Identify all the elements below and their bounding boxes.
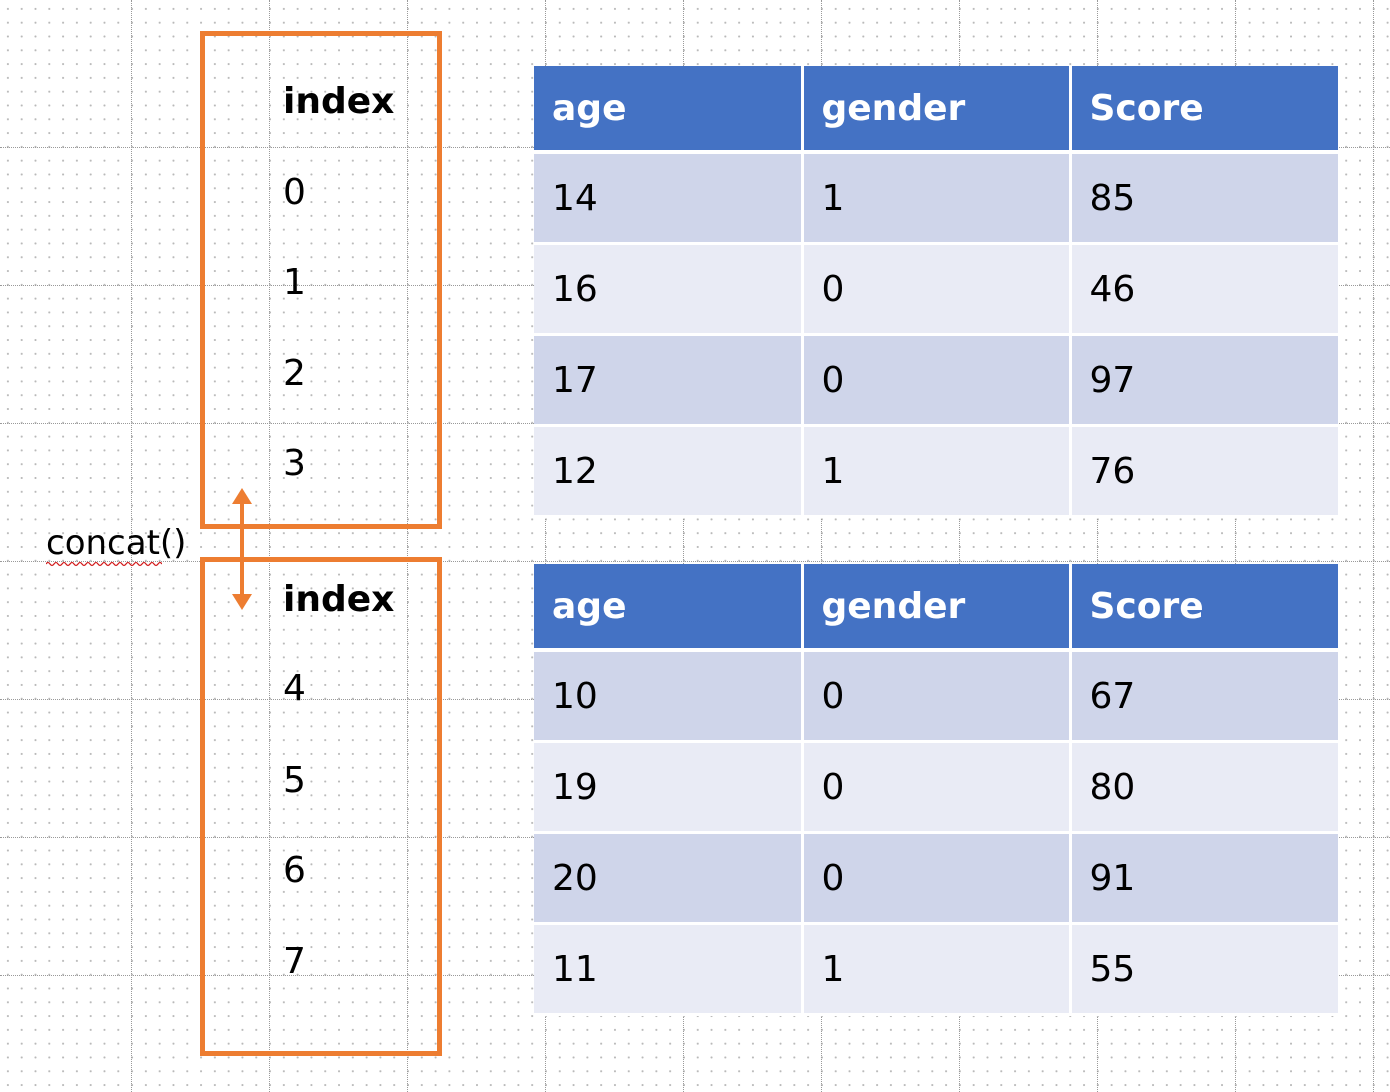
table-row: 12 1 76 — [534, 425, 1338, 518]
table-cell: 16 — [534, 243, 804, 336]
column-header-gender: gender — [802, 66, 1072, 154]
top-index-box — [200, 31, 442, 529]
guide-line-vertical — [683, 0, 684, 1092]
table-cell: 20 — [534, 832, 804, 925]
table-cell: 0 — [802, 741, 1072, 834]
table-cell: 19 — [534, 741, 804, 834]
bottom-index-value: 5 — [283, 760, 306, 801]
table-cell: 80 — [1070, 741, 1338, 834]
bottom-index-value: 7 — [283, 941, 306, 982]
table-cell: 0 — [802, 650, 1072, 743]
table-row: 20 0 91 — [534, 832, 1338, 925]
guide-line-vertical — [821, 0, 822, 1092]
guide-line-vertical — [269, 0, 270, 1092]
guide-line-vertical — [131, 0, 132, 1092]
guide-line-vertical — [1235, 0, 1236, 1092]
guide-line-vertical — [959, 0, 960, 1092]
column-header-age: age — [534, 564, 804, 652]
table-row: 11 1 55 — [534, 923, 1338, 1016]
table-row: 17 0 97 — [534, 334, 1338, 427]
guide-line-vertical — [407, 0, 408, 1092]
table-row: 14 1 85 — [534, 152, 1338, 245]
column-header-gender: gender — [802, 564, 1072, 652]
bottom-data-table: age gender Score 10 0 67 19 0 80 20 0 91… — [534, 564, 1338, 1016]
table-row: 16 0 46 — [534, 243, 1338, 336]
table-cell: 1 — [802, 152, 1072, 245]
column-header-score: Score — [1070, 564, 1338, 652]
table-cell: 55 — [1070, 923, 1338, 1016]
column-header-score: Score — [1070, 66, 1338, 154]
guide-line-vertical — [1097, 0, 1098, 1092]
table-cell: 67 — [1070, 650, 1338, 743]
top-index-value: 0 — [283, 172, 306, 213]
table-cell: 11 — [534, 923, 804, 1016]
guide-line-vertical — [1373, 0, 1374, 1092]
top-index-value: 1 — [283, 262, 306, 303]
top-index-header: index — [283, 81, 395, 122]
table-cell: 85 — [1070, 152, 1338, 245]
table-cell: 1 — [802, 923, 1072, 1016]
bottom-index-value: 6 — [283, 850, 306, 891]
table-cell: 1 — [802, 425, 1072, 518]
bottom-index-header: index — [283, 579, 395, 620]
table-row: 10 0 67 — [534, 650, 1338, 743]
table-row: 19 0 80 — [534, 741, 1338, 834]
top-index-value: 3 — [283, 443, 306, 484]
double-arrow-icon — [232, 488, 252, 610]
table-cell: 0 — [802, 832, 1072, 925]
top-data-table: age gender Score 14 1 85 16 0 46 17 0 97… — [534, 66, 1338, 518]
column-header-age: age — [534, 66, 804, 154]
spellcheck-squiggle-icon — [46, 561, 162, 567]
top-index-value: 2 — [283, 353, 306, 394]
guide-line-horizontal — [0, 561, 1390, 562]
table-cell: 0 — [802, 243, 1072, 336]
table-cell: 17 — [534, 334, 804, 427]
table-header-row: age gender Score — [534, 66, 1338, 154]
bottom-index-box — [200, 557, 442, 1056]
table-cell: 0 — [802, 334, 1072, 427]
table-cell: 91 — [1070, 832, 1338, 925]
table-cell: 10 — [534, 650, 804, 743]
table-cell: 76 — [1070, 425, 1338, 518]
table-cell: 12 — [534, 425, 804, 518]
concat-label: concat() — [46, 523, 187, 563]
table-cell: 14 — [534, 152, 804, 245]
guide-line-vertical — [545, 0, 546, 1092]
table-header-row: age gender Score — [534, 564, 1338, 652]
table-cell: 46 — [1070, 243, 1338, 336]
table-cell: 97 — [1070, 334, 1338, 427]
bottom-index-value: 4 — [283, 668, 306, 709]
